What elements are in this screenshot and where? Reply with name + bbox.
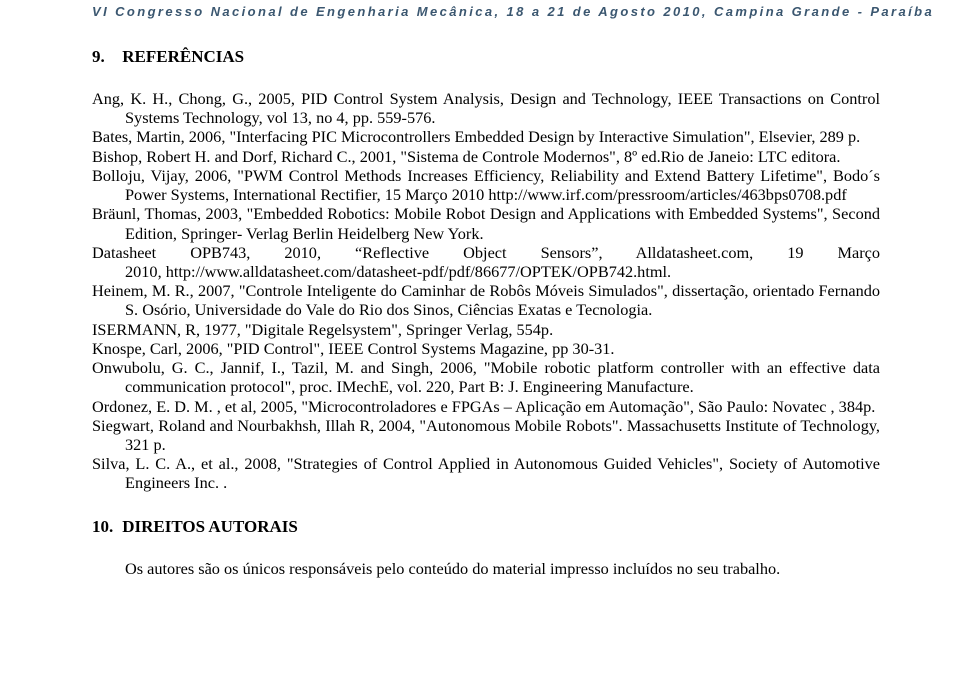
section-number: 9. [92, 47, 118, 67]
section-number: 10. [92, 517, 118, 537]
section-heading-rights: 10. DIREITOS AUTORAIS [92, 517, 880, 537]
section-title: REFERÊNCIAS [122, 47, 244, 66]
reference-item-line1: Datasheet OPB743, 2010, “Reflective Obje… [92, 243, 880, 281]
reference-item: Onwubolu, G. C., Jannif, I., Tazil, M. a… [92, 358, 880, 396]
reference-item: Silva, L. C. A., et al., 2008, "Strategi… [92, 454, 880, 492]
reference-item: Ordonez, E. D. M. , et al, 2005, "Microc… [92, 397, 880, 416]
references-block: Ang, K. H., Chong, G., 2005, PID Control… [92, 89, 880, 493]
reference-item: Siegwart, Roland and Nourbakhsh, Illah R… [92, 416, 880, 454]
reference-item: Bräunl, Thomas, 2003, "Embedded Robotics… [92, 204, 880, 242]
reference-item: Bolloju, Vijay, 2006, "PWM Control Metho… [92, 166, 880, 204]
page-container: VI Congresso Nacional de Engenharia Mecâ… [0, 0, 960, 578]
running-header: VI Congresso Nacional de Engenharia Mecâ… [92, 4, 880, 19]
section-title: DIREITOS AUTORAIS [122, 517, 298, 536]
reference-item: Bishop, Robert H. and Dorf, Richard C., … [92, 147, 880, 166]
reference-item: Bates, Martin, 2006, "Interfacing PIC Mi… [92, 127, 880, 146]
reference-item: Ang, K. H., Chong, G., 2005, PID Control… [92, 89, 880, 127]
section-heading-references: 9. REFERÊNCIAS [92, 47, 880, 67]
reference-item: Knospe, Carl, 2006, "PID Control", IEEE … [92, 339, 880, 358]
reference-item: ISERMANN, R, 1977, "Digitale Regelsystem… [92, 320, 880, 339]
reference-item: Heinem, M. R., 2007, "Controle Inteligen… [92, 281, 880, 319]
reference-item: Datasheet OPB743, 2010, “Reflective Obje… [92, 243, 880, 281]
rights-body: Os autores são os únicos responsáveis pe… [92, 559, 880, 578]
